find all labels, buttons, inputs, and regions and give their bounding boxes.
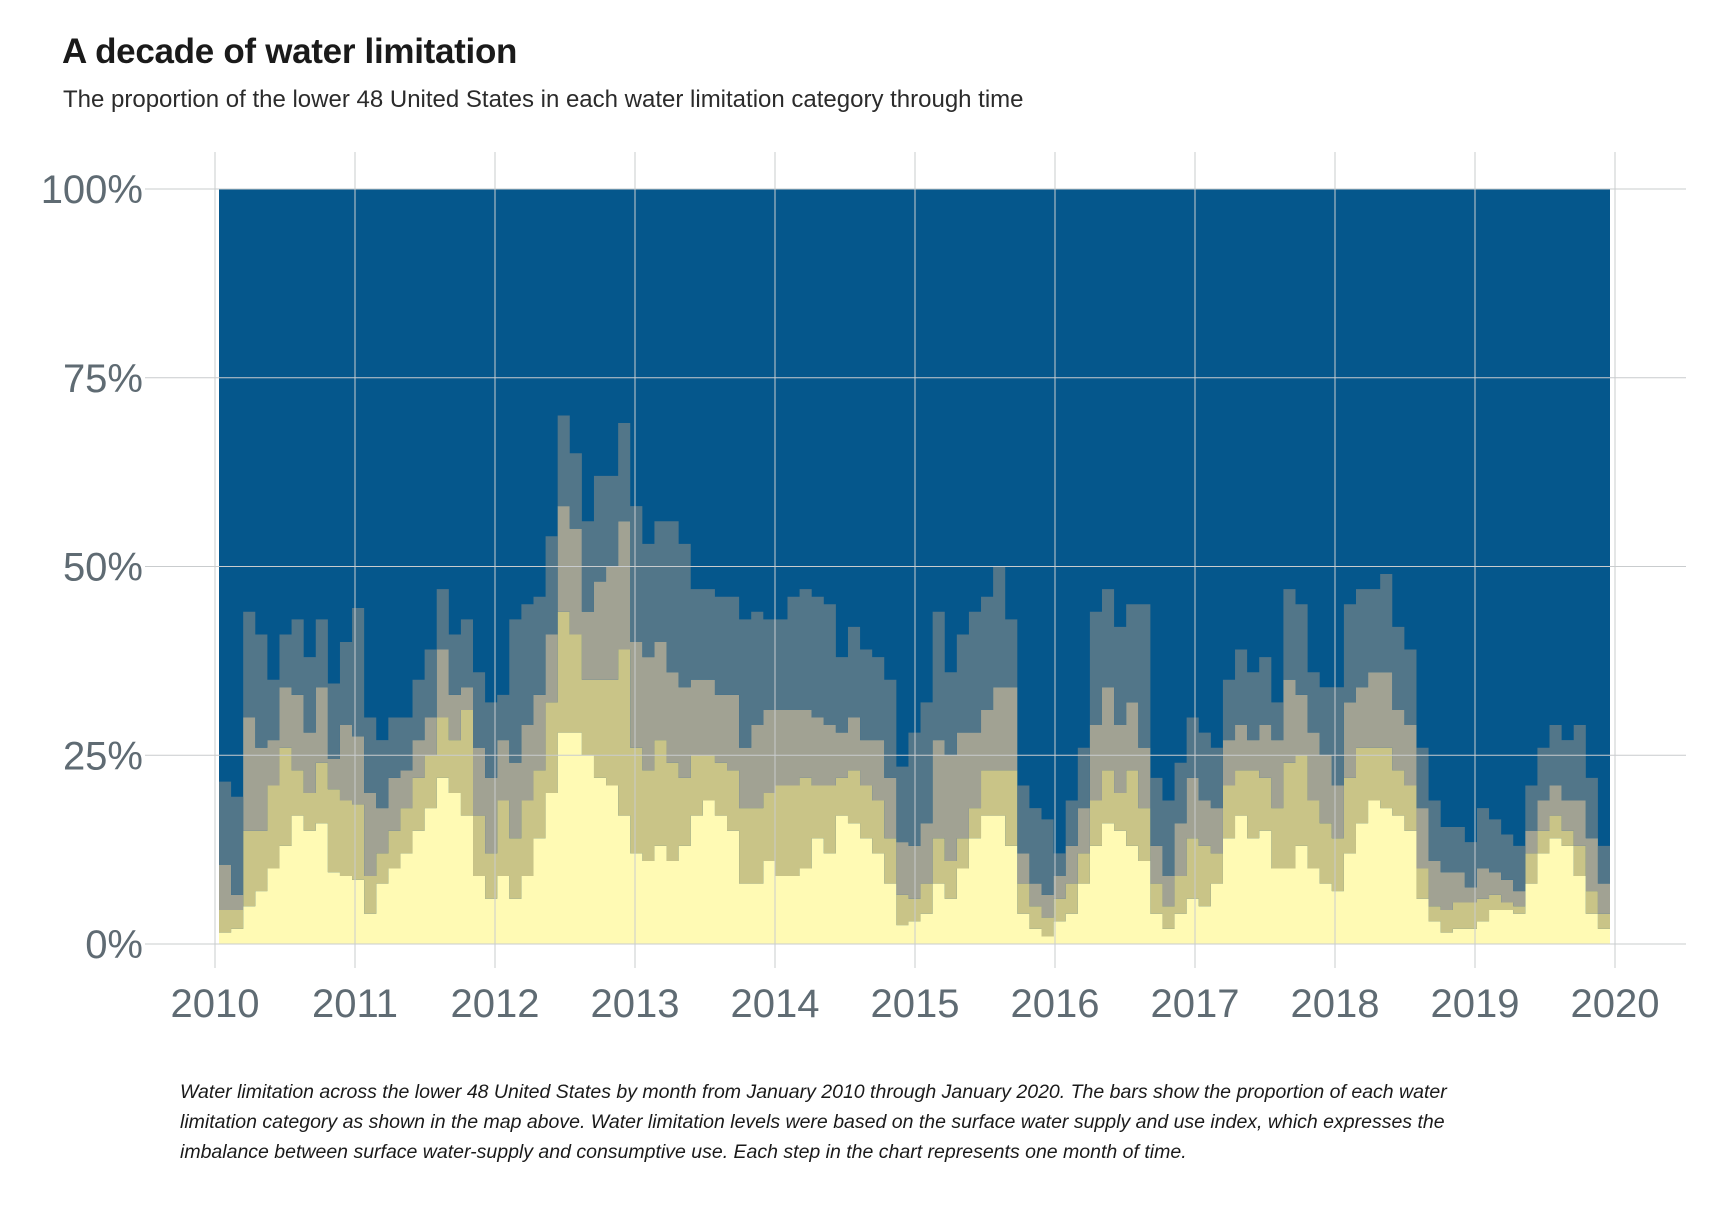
x-tick-label: 2014: [731, 982, 820, 1026]
series-band-2: [219, 611, 1610, 937]
chart-subtitle: The proportion of the lower 48 United St…: [63, 86, 1024, 113]
y-tick-label: 100%: [41, 168, 143, 212]
x-tick-label: 2020: [1571, 982, 1660, 1026]
chart-caption: Water limitation across the lower 48 Uni…: [180, 1081, 1447, 1163]
x-tick-label: 2010: [171, 982, 260, 1026]
x-tick-label: 2016: [1011, 982, 1100, 1026]
x-tick-label: 2019: [1431, 982, 1520, 1026]
grid-layer: [145, 152, 1686, 968]
chart-title: A decade of water limitation: [62, 32, 518, 71]
x-tick-label: 2018: [1291, 982, 1380, 1026]
x-tick-label: 2017: [1151, 982, 1240, 1026]
x-tick-label: 2013: [591, 982, 680, 1026]
y-axis: 0% 25% 50% 75% 100%: [41, 168, 143, 967]
x-tick-label: 2011: [312, 982, 398, 1026]
series-band-1: [219, 732, 1610, 944]
y-tick-label: 25%: [63, 734, 143, 778]
x-tick-label: 2015: [871, 982, 960, 1026]
x-axis: 2010 2011 2012 2013 2014 2015 2016 2017 2018 2019…: [171, 982, 1660, 1026]
series-band-3: [219, 506, 1610, 918]
y-tick-label: 50%: [63, 546, 143, 590]
stacked-area-chart: 0% 25% 50% 75% 100% 2010 2011 2012 2013 2014 2015…: [41, 152, 1686, 1026]
x-tick-label: 2012: [451, 982, 540, 1026]
y-tick-label: 0%: [85, 923, 143, 967]
y-tick-label: 75%: [63, 357, 143, 401]
